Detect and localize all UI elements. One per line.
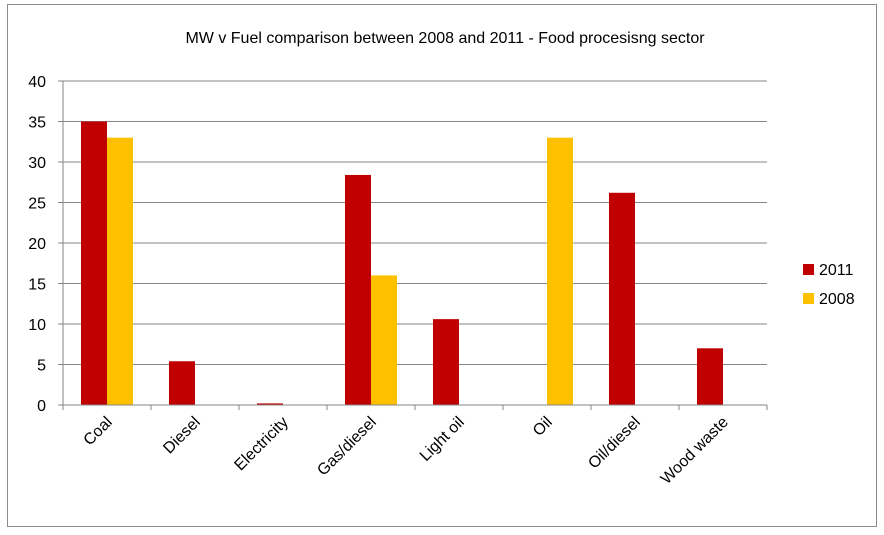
legend-swatch-2011 <box>803 264 814 275</box>
y-tick-label: 15 <box>28 277 46 294</box>
x-tick-label: Diesel <box>160 414 203 457</box>
x-tick-label: Oil/diesel <box>585 414 644 473</box>
bar-2011-coal <box>81 121 107 405</box>
x-tick-label: Oil <box>530 414 556 440</box>
y-tick-label: 5 <box>37 358 46 375</box>
bar-2008-coal <box>107 137 133 405</box>
x-tick-label: Electricity <box>231 414 291 474</box>
bars <box>81 121 723 405</box>
x-tick-label: Coal <box>81 414 116 449</box>
y-axis-ticks: 0 5 10 15 20 25 30 35 40 <box>28 74 63 415</box>
y-tick-label: 40 <box>28 74 46 91</box>
bar-2008-oil <box>547 137 573 405</box>
bar-2011-oil-diesel <box>609 192 635 405</box>
x-tick-label: Wood waste <box>658 414 732 488</box>
bar-2011-gas-diesel <box>345 174 371 405</box>
y-tick-label: 35 <box>28 115 46 132</box>
legend-label-2011: 2011 <box>819 262 854 279</box>
y-tick-label: 20 <box>28 236 46 253</box>
gridlines <box>63 80 767 365</box>
chart-title: MW v Fuel comparison between 2008 and 20… <box>185 30 705 47</box>
legend-label-2008: 2008 <box>819 291 855 308</box>
bar-2011-diesel <box>169 361 195 405</box>
y-tick-label: 0 <box>37 398 46 415</box>
legend: 2011 2008 <box>803 262 855 308</box>
x-axis-ticks: Coal Diesel Electricity Gas/diesel Light oil… <box>62 405 768 488</box>
x-tick-label: Light oil <box>417 414 468 465</box>
legend-swatch-2008 <box>803 293 814 304</box>
bar-2011-electricity <box>257 403 283 405</box>
y-tick-label: 25 <box>28 196 46 213</box>
chart-frame <box>7 4 877 527</box>
bar-2008-gas-diesel <box>371 275 397 405</box>
bar-2011-wood-waste <box>697 348 723 405</box>
bar-2011-light-oil <box>433 319 459 405</box>
y-tick-label: 10 <box>28 317 46 334</box>
x-tick-label: Gas/diesel <box>314 414 379 479</box>
y-tick-label: 30 <box>28 155 46 172</box>
